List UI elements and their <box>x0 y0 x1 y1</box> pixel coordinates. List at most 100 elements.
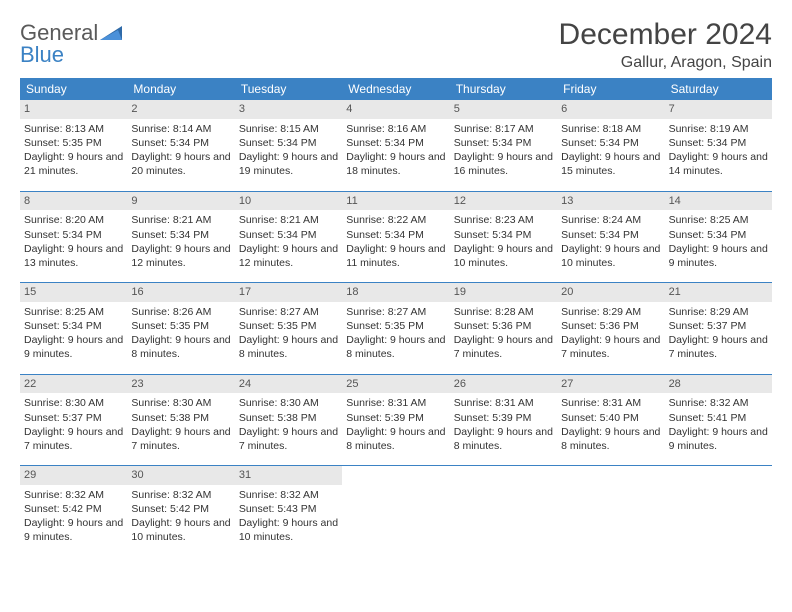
daylight-line: Daylight: 9 hours and 18 minutes. <box>346 150 445 178</box>
sunset-line: Sunset: 5:41 PM <box>669 411 768 425</box>
sunrise-line: Sunrise: 8:31 AM <box>346 396 445 410</box>
day-cell: 14Sunrise: 8:25 AMSunset: 5:34 PMDayligh… <box>665 192 772 273</box>
day-number: 31 <box>235 466 342 485</box>
day-number: 11 <box>342 192 449 211</box>
week-row: 1Sunrise: 8:13 AMSunset: 5:35 PMDaylight… <box>20 100 772 192</box>
day-number: 15 <box>20 283 127 302</box>
daylight-line: Daylight: 9 hours and 7 minutes. <box>561 333 660 361</box>
day-number: 24 <box>235 375 342 394</box>
sunset-line: Sunset: 5:34 PM <box>131 228 230 242</box>
day-cell: 29Sunrise: 8:32 AMSunset: 5:42 PMDayligh… <box>20 466 127 547</box>
day-number: 18 <box>342 283 449 302</box>
header: General Blue December 2024 Gallur, Arago… <box>20 18 772 72</box>
sunset-line: Sunset: 5:34 PM <box>131 136 230 150</box>
day-cell: 6Sunrise: 8:18 AMSunset: 5:34 PMDaylight… <box>557 100 664 181</box>
day-cell: 9 Sunrise: 8:21 AMSunset: 5:34 PMDaylight… <box>127 192 234 273</box>
day-cell: 30Sunrise: 8:32 AMSunset: 5:42 PMDayligh… <box>127 466 234 547</box>
sunset-line: Sunset: 5:42 PM <box>24 502 123 516</box>
day-header: Sunday <box>20 78 127 100</box>
day-cell: 11 Sunrise: 8:22 AMSunset: 5:34 PMDayligh… <box>342 192 449 273</box>
sunset-line: Sunset: 5:34 PM <box>454 136 553 150</box>
sunrise-line: Sunrise: 8:27 AM <box>239 305 338 319</box>
sunrise-line: Sunrise: 8:28 AM <box>454 305 553 319</box>
day-number: 10 <box>235 192 342 211</box>
sunset-line: Sunset: 5:36 PM <box>454 319 553 333</box>
daylight-line: Daylight: 9 hours and 14 minutes. <box>669 150 768 178</box>
day-cell: 17Sunrise: 8:27 AMSunset: 5:35 PMDayligh… <box>235 283 342 364</box>
sunset-line: Sunset: 5:34 PM <box>24 228 123 242</box>
sunrise-line: Sunrise: 8:32 AM <box>131 488 230 502</box>
day-header: Thursday <box>450 78 557 100</box>
daylight-line: Daylight: 9 hours and 11 minutes. <box>346 242 445 270</box>
day-number: 6 <box>557 100 664 119</box>
sunset-line: Sunset: 5:39 PM <box>346 411 445 425</box>
calendar: SundayMondayTuesdayWednesdayThursdayFrid… <box>20 78 772 557</box>
sunrise-line: Sunrise: 8:19 AM <box>669 122 768 136</box>
sunset-line: Sunset: 5:39 PM <box>454 411 553 425</box>
daylight-line: Daylight: 9 hours and 12 minutes. <box>239 242 338 270</box>
sunset-line: Sunset: 5:34 PM <box>346 136 445 150</box>
daylight-line: Daylight: 9 hours and 12 minutes. <box>131 242 230 270</box>
day-cell: 15Sunrise: 8:25 AMSunset: 5:34 PMDayligh… <box>20 283 127 364</box>
day-number: 9 <box>127 192 234 211</box>
daylight-line: Daylight: 9 hours and 8 minutes. <box>131 333 230 361</box>
sunset-line: Sunset: 5:35 PM <box>346 319 445 333</box>
day-cell <box>342 466 449 547</box>
sunset-line: Sunset: 5:35 PM <box>239 319 338 333</box>
day-cell: 24Sunrise: 8:30 AMSunset: 5:38 PMDayligh… <box>235 375 342 456</box>
sunrise-line: Sunrise: 8:30 AM <box>131 396 230 410</box>
day-cell: 2Sunrise: 8:14 AMSunset: 5:34 PMDaylight… <box>127 100 234 181</box>
day-header: Tuesday <box>235 78 342 100</box>
week-row: 15 Sunrise: 8:25 AMSunset: 5:34 PM Dayligh… <box>20 283 772 375</box>
sunset-line: Sunset: 5:40 PM <box>561 411 660 425</box>
day-number: 4 <box>342 100 449 119</box>
sunset-line: Sunset: 5:35 PM <box>24 136 123 150</box>
sunset-line: Sunset: 5:34 PM <box>24 319 123 333</box>
daylight-line: Daylight: 9 hours and 9 minutes. <box>669 425 768 453</box>
sunrise-line: Sunrise: 8:25 AM <box>24 305 123 319</box>
daylight-line: Daylight: 9 hours and 8 minutes. <box>346 333 445 361</box>
day-cell: 3Sunrise: 8:15 AMSunset: 5:34 PMDaylight… <box>235 100 342 181</box>
sunset-line: Sunset: 5:34 PM <box>239 136 338 150</box>
day-cell: 21Sunrise: 8:29 AMSunset: 5:37 PMDayligh… <box>665 283 772 364</box>
sunrise-line: Sunrise: 8:20 AM <box>24 213 123 227</box>
day-number: 19 <box>450 283 557 302</box>
daylight-line: Daylight: 9 hours and 9 minutes. <box>24 516 123 544</box>
sunset-line: Sunset: 5:43 PM <box>239 502 338 516</box>
day-cell: 8Sunrise: 8:20 AMSunset: 5:34 PMDaylight… <box>20 192 127 273</box>
day-number: 20 <box>557 283 664 302</box>
sunrise-line: Sunrise: 8:27 AM <box>346 305 445 319</box>
page-title: December 2024 <box>559 18 772 52</box>
day-cell <box>665 466 772 547</box>
day-cell: 31Sunrise: 8:32 AMSunset: 5:43 PMDayligh… <box>235 466 342 547</box>
day-cell: 28Sunrise: 8:32 AMSunset: 5:41 PMDayligh… <box>665 375 772 456</box>
sunrise-line: Sunrise: 8:30 AM <box>24 396 123 410</box>
daylight-line: Daylight: 9 hours and 10 minutes. <box>131 516 230 544</box>
sunset-line: Sunset: 5:38 PM <box>239 411 338 425</box>
day-number: 30 <box>127 466 234 485</box>
daylight-line: Daylight: 9 hours and 10 minutes. <box>239 516 338 544</box>
daylight-line: Daylight: 9 hours and 7 minutes. <box>131 425 230 453</box>
day-cell: 4 Sunrise: 8:16 AMSunset: 5:34 PMDaylight… <box>342 100 449 181</box>
sunrise-line: Sunrise: 8:21 AM <box>239 213 338 227</box>
logo-text-blue: Blue <box>20 44 122 66</box>
day-cell: 25Sunrise: 8:31 AMSunset: 5:39 PMDayligh… <box>342 375 449 456</box>
day-cell: 16Sunrise: 8:26 AMSunset: 5:35 PMDayligh… <box>127 283 234 364</box>
day-number: 17 <box>235 283 342 302</box>
sunrise-line: Sunrise: 8:29 AM <box>669 305 768 319</box>
day-cell: 26Sunrise: 8:31 AMSunset: 5:39 PMDayligh… <box>450 375 557 456</box>
sunrise-line: Sunrise: 8:21 AM <box>131 213 230 227</box>
sunrise-line: Sunrise: 8:25 AM <box>669 213 768 227</box>
daylight-line: Daylight: 9 hours and 10 minutes. <box>454 242 553 270</box>
sunrise-line: Sunrise: 8:16 AM <box>346 122 445 136</box>
day-cell: 7Sunrise: 8:19 AMSunset: 5:34 PMDaylight… <box>665 100 772 181</box>
day-number: 1 <box>20 100 127 119</box>
daylight-line: Daylight: 9 hours and 7 minutes. <box>24 425 123 453</box>
sunset-line: Sunset: 5:34 PM <box>346 228 445 242</box>
sunrise-line: Sunrise: 8:18 AM <box>561 122 660 136</box>
sunrise-line: Sunrise: 8:22 AM <box>346 213 445 227</box>
daylight-line: Daylight: 9 hours and 19 minutes. <box>239 150 338 178</box>
day-number: 13 <box>557 192 664 211</box>
week-row: 22Sunrise: 8:30 AMSunset: 5:37 PMDayligh… <box>20 375 772 467</box>
day-number: 23 <box>127 375 234 394</box>
